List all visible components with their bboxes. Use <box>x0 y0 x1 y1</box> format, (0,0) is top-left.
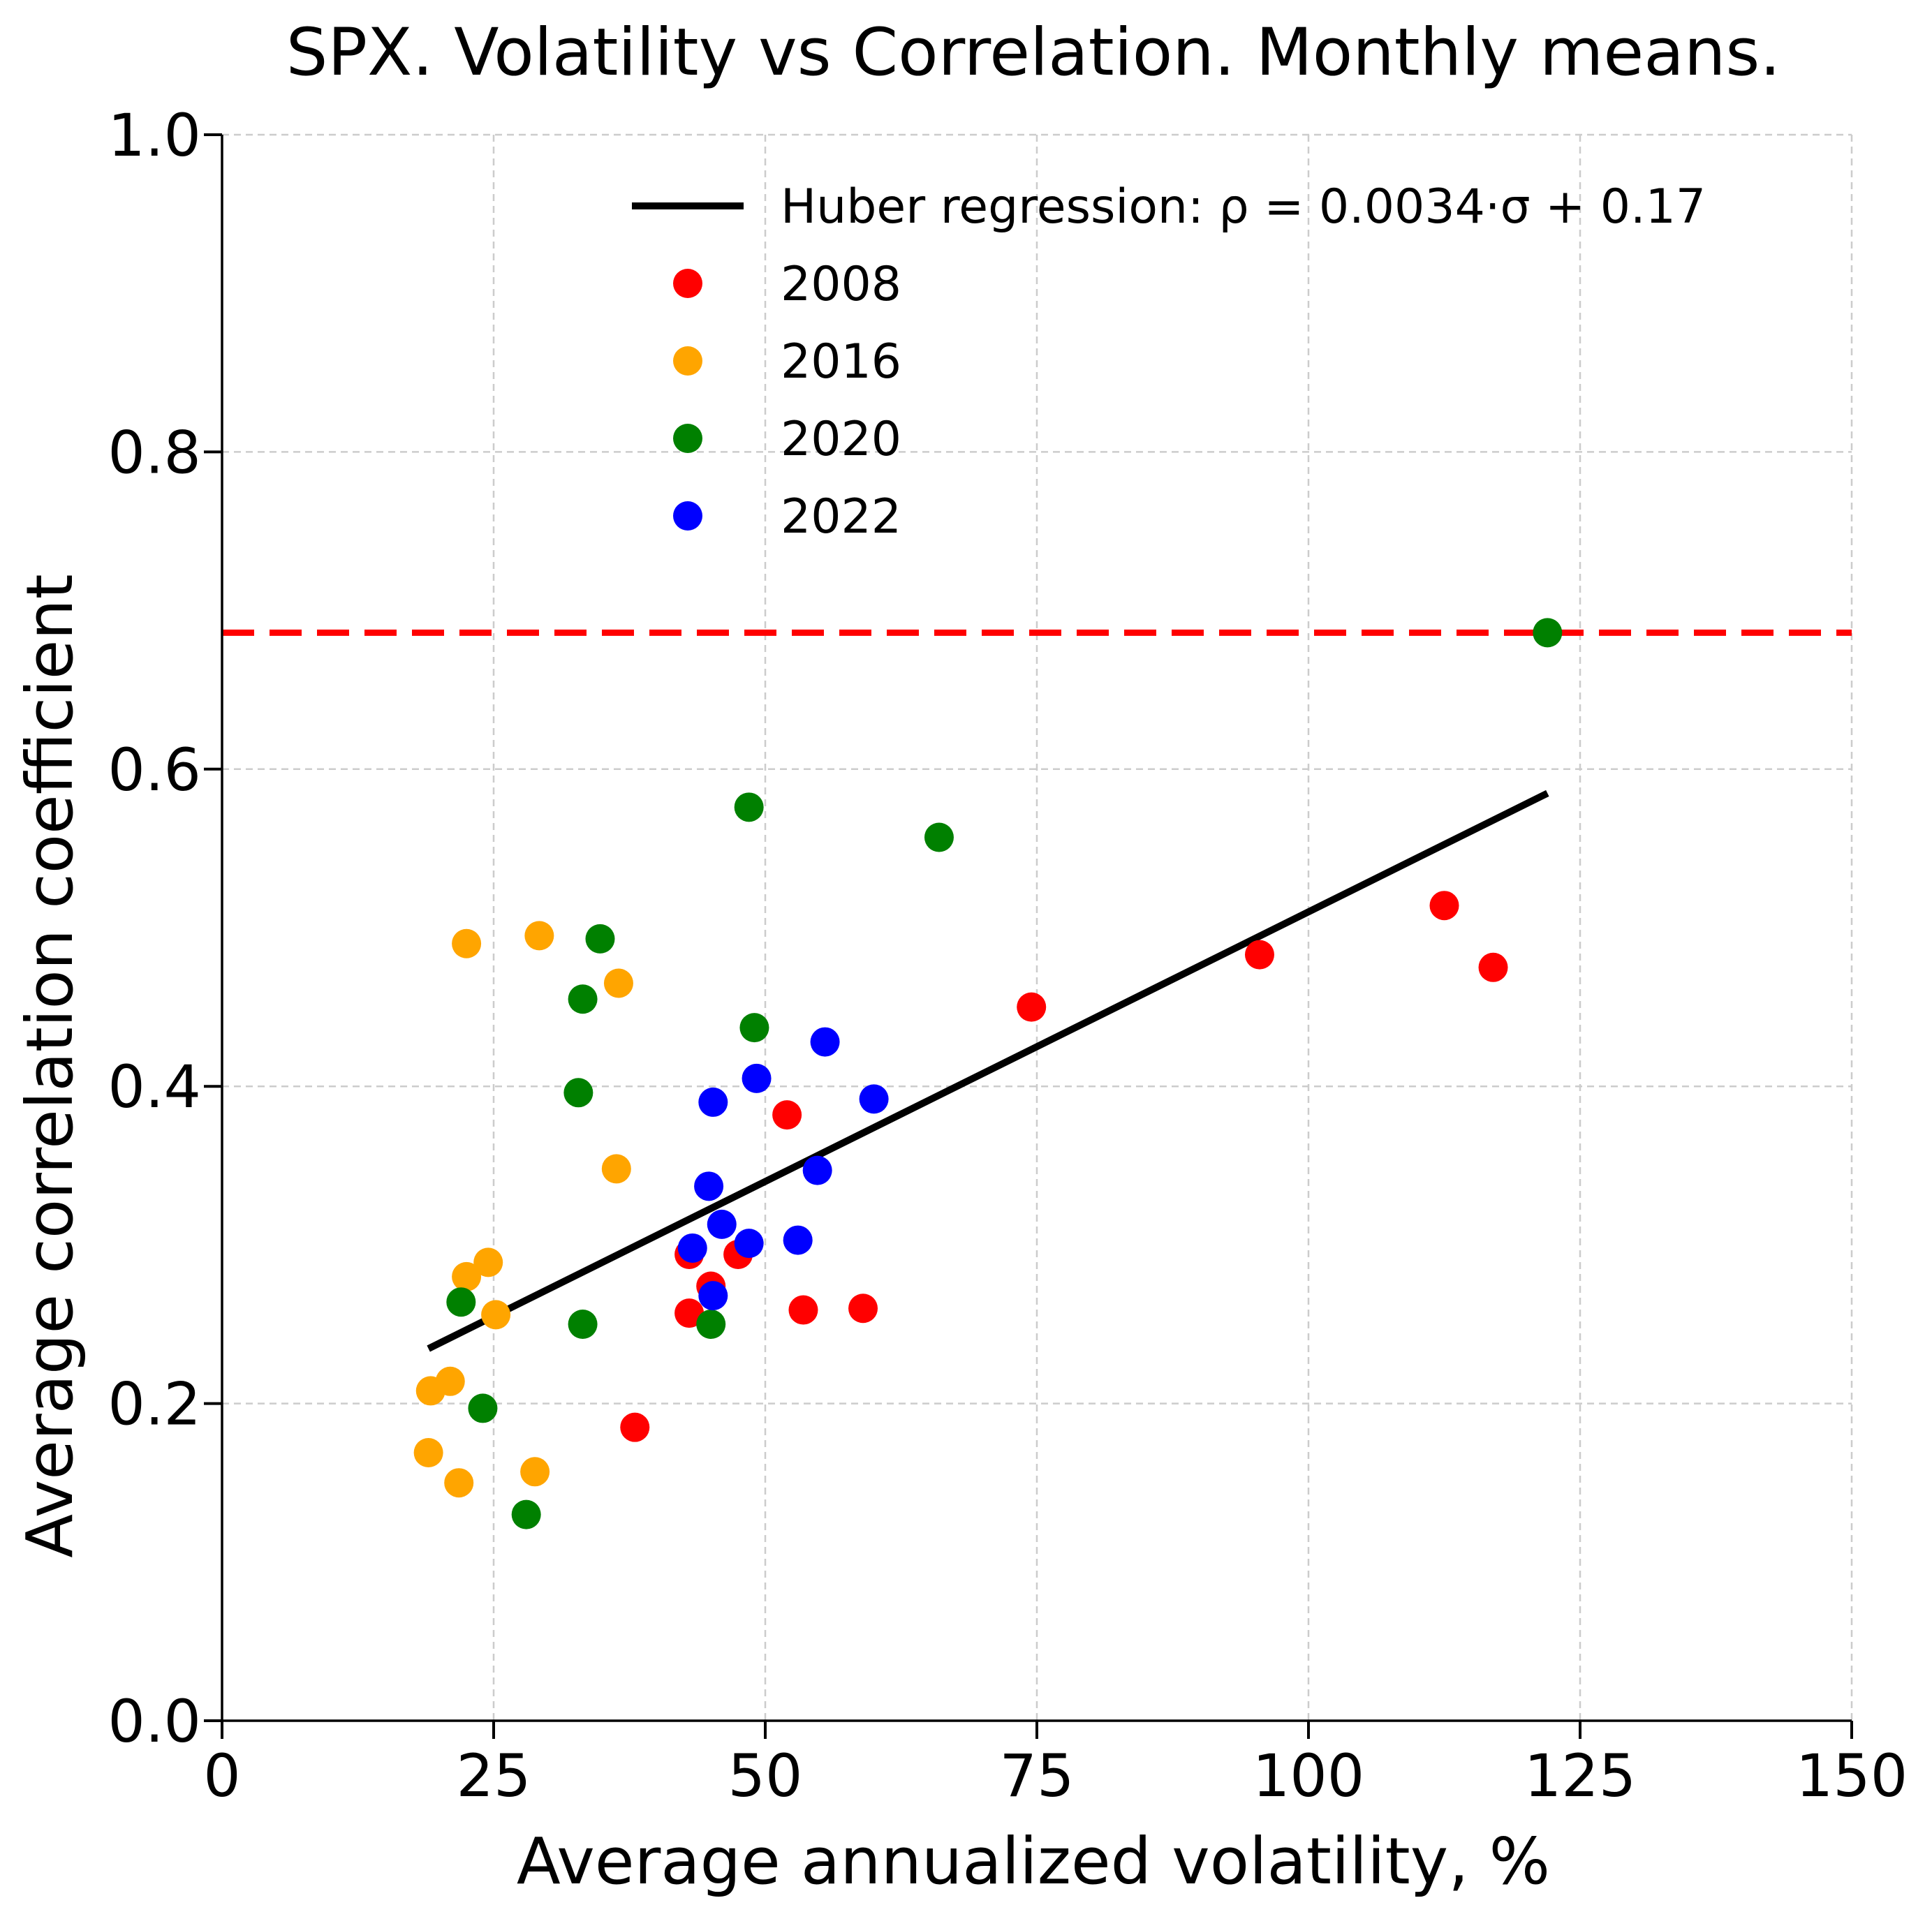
data-point-2016 <box>473 1247 503 1277</box>
data-point-2008 <box>848 1294 878 1324</box>
data-point-2022 <box>810 1027 840 1057</box>
data-point-2008 <box>772 1100 802 1130</box>
data-point-2016 <box>601 1154 631 1184</box>
data-point-2008 <box>1244 940 1274 970</box>
data-point-2016 <box>520 1457 550 1487</box>
data-point-2016 <box>452 928 482 958</box>
data-point-2008 <box>1429 891 1459 921</box>
y-tick-label: 0.0 <box>108 1687 201 1756</box>
data-point-2016 <box>481 1300 511 1330</box>
data-point-2016 <box>603 968 633 998</box>
legend-marker-2022 <box>673 501 702 531</box>
data-point-2020 <box>1533 618 1563 648</box>
y-tick-label: 0.2 <box>108 1370 201 1439</box>
data-point-2022 <box>859 1084 889 1114</box>
data-point-2008 <box>674 1298 705 1328</box>
data-point-2008 <box>1478 952 1508 982</box>
data-point-2008 <box>788 1295 818 1325</box>
legend-marker-2008 <box>673 269 702 298</box>
data-point-2020 <box>734 792 764 822</box>
data-point-2022 <box>802 1155 832 1185</box>
y-tick-label: 0.4 <box>108 1053 201 1121</box>
legend: Huber regression: ρ = 0.0034·σ + 0.17 200… <box>632 179 1706 544</box>
data-point-2020 <box>696 1310 726 1339</box>
data-point-2020 <box>446 1287 476 1317</box>
data-point-2022 <box>694 1171 724 1201</box>
legend-regression-label: Huber regression: ρ = 0.0034·σ + 0.17 <box>781 179 1706 235</box>
chart-title: SPX. Volatility vs Correlation. Monthly … <box>286 15 1781 91</box>
y-axis-label: Average correlation coefficient <box>13 574 87 1557</box>
data-point-2016 <box>413 1438 443 1468</box>
x-tick-label: 75 <box>1000 1742 1075 1810</box>
data-point-2022 <box>783 1225 813 1255</box>
data-point-2016 <box>444 1468 474 1498</box>
x-tick-label: 25 <box>457 1742 531 1810</box>
legend-marker-2020 <box>673 424 702 453</box>
legend-label-2022: 2022 <box>781 489 901 544</box>
data-point-2020 <box>924 822 954 852</box>
legend-label-2008: 2008 <box>781 257 901 312</box>
legend-marker-2016 <box>673 346 702 376</box>
data-point-2020 <box>585 924 615 954</box>
data-point-2020 <box>563 1078 593 1108</box>
tick-labels: 0 25 50 75 100 125 150 0.0 0.2 0.4 0.6 0.8 1.0 <box>108 101 1908 1810</box>
x-tick-label: 0 <box>203 1742 240 1810</box>
data-point-2020 <box>739 1013 769 1043</box>
data-point-2016 <box>452 1261 482 1291</box>
x-tick-label: 100 <box>1253 1742 1364 1810</box>
data-point-2022 <box>742 1063 772 1093</box>
data-point-2008 <box>1017 992 1047 1022</box>
regression-line <box>427 790 1549 1352</box>
regression-line-group <box>427 790 1549 1352</box>
y-tick-label: 0.8 <box>108 418 201 487</box>
y-tick-label: 1.0 <box>108 101 201 170</box>
data-point-2020 <box>468 1393 498 1423</box>
data-point-2022 <box>707 1209 737 1239</box>
grid <box>222 133 1853 1721</box>
x-tick-label: 50 <box>728 1742 803 1810</box>
x-tick-label: 150 <box>1796 1742 1908 1810</box>
data-point-2022 <box>698 1087 728 1117</box>
x-tick-label: 125 <box>1524 1742 1636 1810</box>
y-tick-label: 0.6 <box>108 736 201 804</box>
legend-label-2016: 2016 <box>781 334 901 390</box>
x-axis-label: Average annualized volatility, % <box>517 1824 1550 1899</box>
data-point-2022 <box>677 1233 707 1263</box>
data-point-2020 <box>568 984 598 1014</box>
axes <box>204 133 1853 1739</box>
data-point-2016 <box>435 1366 465 1396</box>
legend-label-2020: 2020 <box>781 412 901 467</box>
data-point-2020 <box>511 1499 541 1529</box>
data-point-2020 <box>568 1310 598 1339</box>
data-point-2008 <box>620 1412 650 1442</box>
data-point-2016 <box>524 921 554 951</box>
data-point-2022 <box>734 1229 764 1259</box>
data-point-2022 <box>698 1281 728 1311</box>
data-points <box>413 618 1563 1529</box>
